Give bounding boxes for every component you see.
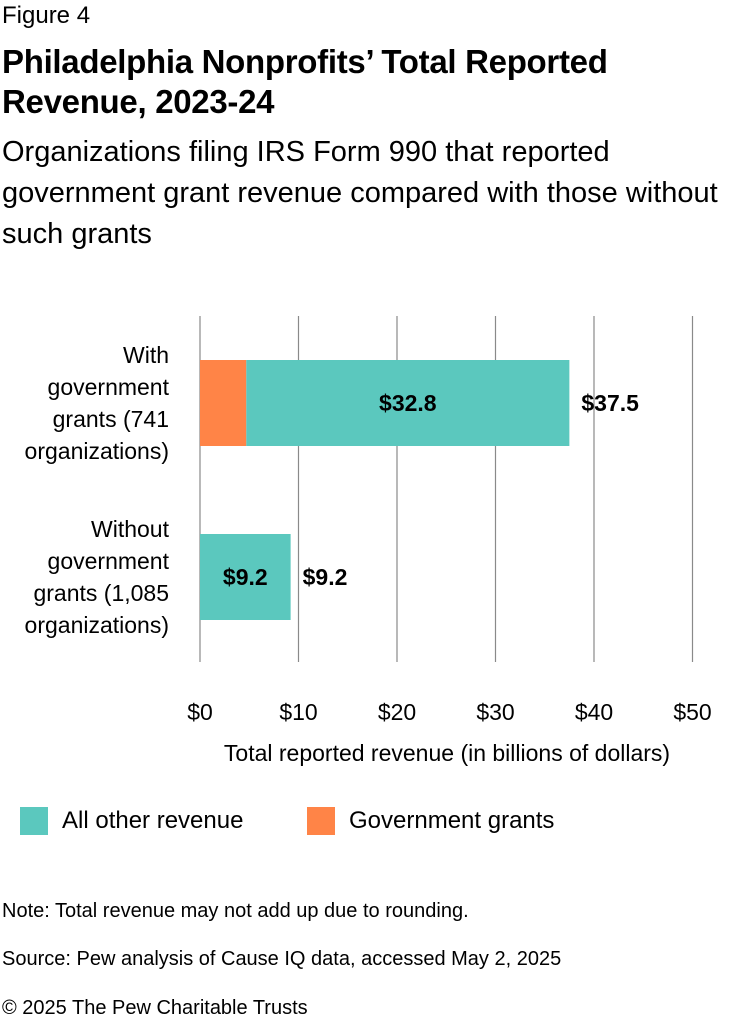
legend-label-government-grants: Government grants: [349, 807, 555, 834]
bar-segment: [200, 534, 291, 620]
chart-subtitle: Organizations filing IRS Form 990 that r…: [2, 136, 718, 250]
copyright: © 2025 The Pew Charitable Trusts: [2, 997, 308, 1019]
bar-segment: [246, 360, 570, 446]
category-label: Without: [91, 516, 170, 542]
note: Note: Total revenue may not add up due t…: [2, 900, 469, 922]
category-label: government: [48, 374, 170, 400]
category-label: government: [48, 548, 170, 574]
bar-data-label: $32.8: [379, 390, 437, 416]
x-tick-label: $0: [187, 699, 213, 725]
x-tick-label: $20: [378, 699, 416, 725]
x-tick-label: $50: [673, 699, 711, 725]
bar-data-label: $9.2: [223, 564, 268, 590]
category-label: grants (1,085: [33, 580, 169, 606]
category-label: organizations): [25, 612, 169, 638]
figure-label: Figure 4: [2, 2, 91, 29]
bar-total-label: $37.5: [581, 390, 639, 416]
legend-swatch-government-grants: [307, 807, 335, 835]
x-axis-label: Total reported revenue (in billions of d…: [224, 740, 670, 766]
category-label: With: [123, 342, 169, 368]
bar-total-label: $9.2: [303, 564, 348, 590]
legend-item-all-other-revenue: All other revenue: [20, 806, 243, 836]
x-tick-label: $30: [476, 699, 514, 725]
bar-segment: [200, 360, 247, 446]
legend-label-all-other-revenue: All other revenue: [62, 807, 244, 834]
source: Source: Pew analysis of Cause IQ data, a…: [2, 948, 562, 970]
legend-swatch-all-other-revenue: [20, 807, 48, 835]
category-label: organizations): [25, 438, 169, 464]
x-tick-label: $10: [279, 699, 317, 725]
x-tick-label: $40: [575, 699, 613, 725]
legend-item-government-grants: Government grants: [307, 806, 554, 836]
chart-title: Philadelphia Nonprofits’ Total Reported …: [2, 43, 608, 120]
category-label: grants (741: [53, 406, 169, 432]
